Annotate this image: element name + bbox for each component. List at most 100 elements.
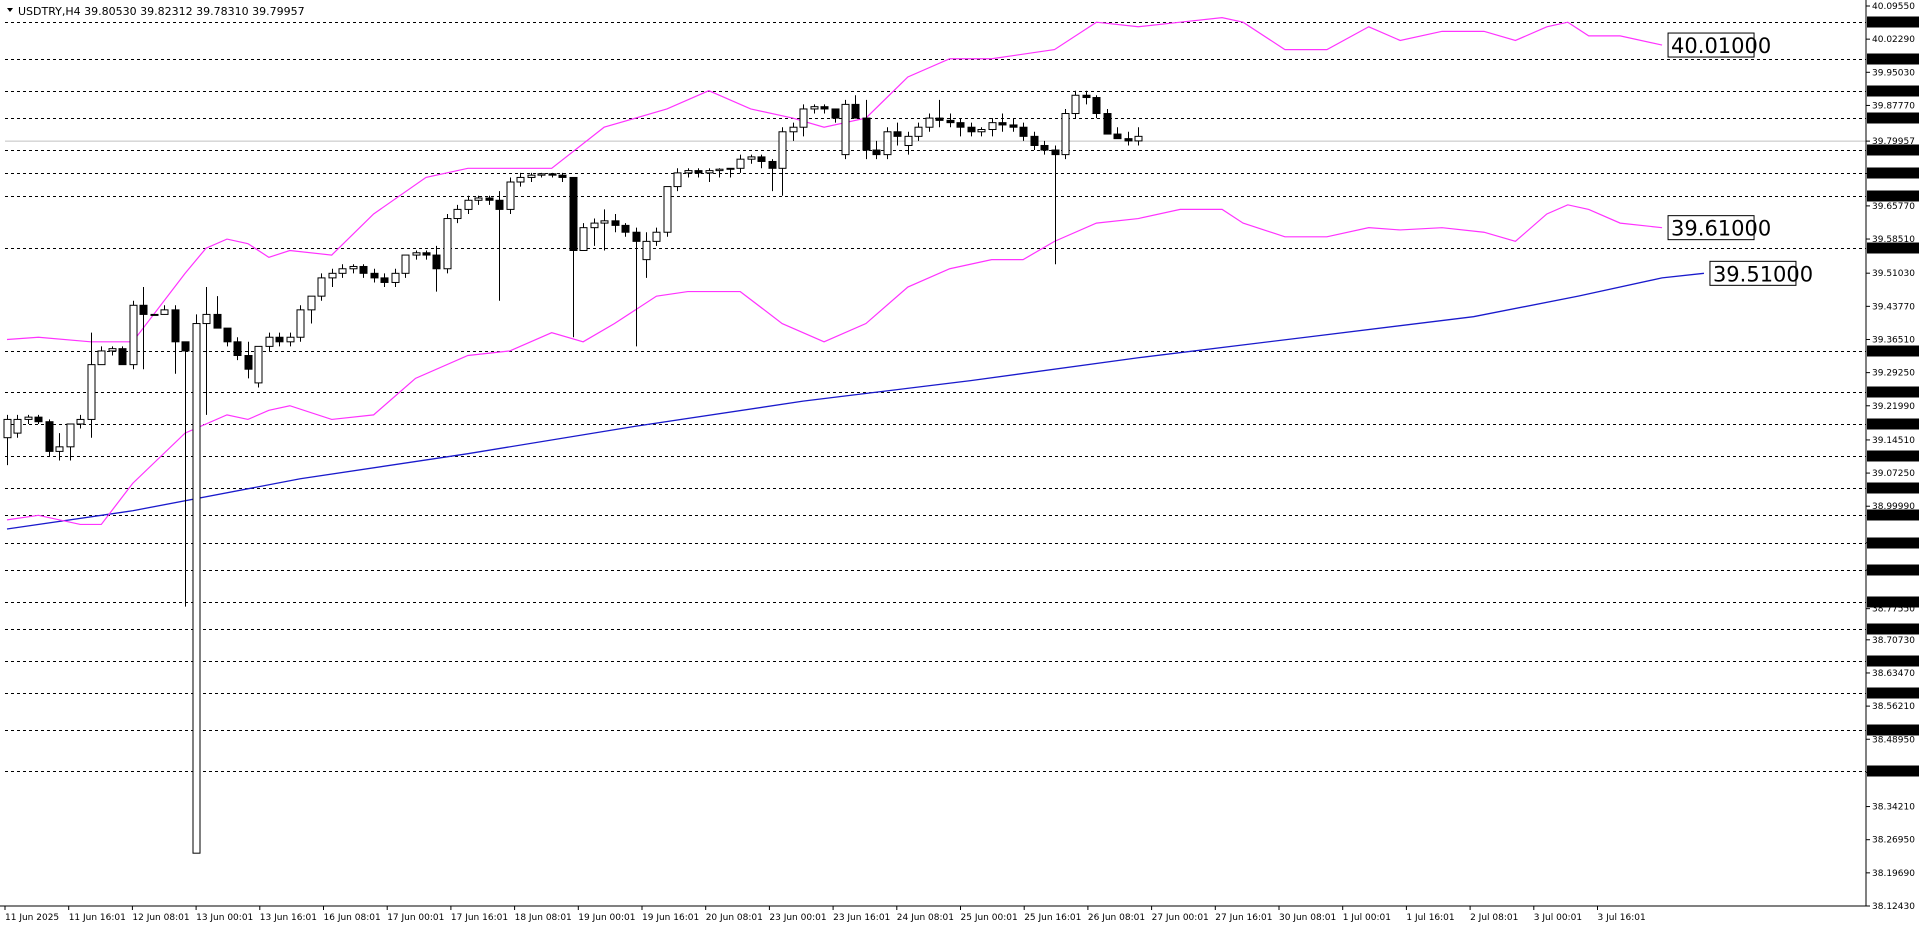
candle[interactable] — [558, 172, 567, 183]
candle[interactable] — [233, 337, 242, 361]
candle[interactable] — [380, 273, 389, 288]
candle[interactable] — [370, 268, 379, 283]
candle[interactable] — [181, 341, 190, 607]
candle[interactable] — [202, 287, 211, 415]
candle[interactable] — [946, 113, 955, 128]
candle[interactable] — [171, 305, 180, 374]
candle[interactable] — [569, 176, 578, 338]
candle[interactable] — [412, 250, 421, 260]
candle[interactable] — [914, 122, 923, 141]
candle[interactable] — [1061, 108, 1070, 160]
candle[interactable] — [621, 223, 630, 237]
candle[interactable] — [87, 332, 96, 438]
candles[interactable] — [3, 90, 1143, 854]
candle[interactable] — [684, 168, 693, 178]
candle[interactable] — [893, 122, 902, 146]
candle[interactable] — [464, 195, 473, 214]
candle[interactable] — [537, 172, 546, 178]
candle[interactable] — [935, 99, 944, 128]
candle[interactable] — [967, 122, 976, 137]
candle[interactable] — [663, 186, 672, 237]
candle[interactable] — [736, 154, 745, 173]
candle[interactable] — [244, 341, 253, 379]
candle[interactable] — [652, 227, 661, 246]
candle[interactable] — [789, 122, 798, 141]
candle[interactable] — [453, 204, 462, 224]
candle[interactable] — [317, 273, 326, 301]
candle[interactable] — [726, 167, 735, 178]
candle[interactable] — [925, 113, 934, 132]
candle[interactable] — [820, 104, 829, 114]
candle[interactable] — [286, 332, 295, 347]
candle[interactable] — [1082, 90, 1091, 105]
candle[interactable] — [579, 223, 588, 251]
candle[interactable] — [422, 250, 431, 260]
candle[interactable] — [590, 218, 599, 246]
candle[interactable] — [495, 191, 504, 301]
candle[interactable] — [192, 314, 201, 854]
candle[interactable] — [851, 95, 860, 119]
candle[interactable] — [275, 332, 284, 347]
candle[interactable] — [3, 414, 12, 466]
candle[interactable] — [516, 172, 525, 187]
candle[interactable] — [862, 99, 871, 160]
candle[interactable] — [76, 414, 85, 429]
candle[interactable] — [1040, 140, 1049, 155]
candle[interactable] — [254, 345, 263, 388]
candle[interactable] — [1103, 108, 1112, 135]
candle[interactable] — [1134, 127, 1143, 146]
candle[interactable] — [13, 414, 22, 438]
candle[interactable] — [160, 305, 169, 315]
candle[interactable] — [265, 332, 274, 351]
candle[interactable] — [977, 127, 986, 137]
candle[interactable] — [998, 113, 1007, 132]
candle[interactable] — [810, 104, 819, 114]
candle[interactable] — [349, 264, 358, 274]
candle[interactable] — [139, 287, 148, 370]
candle[interactable] — [401, 254, 410, 278]
candle[interactable] — [359, 264, 368, 278]
candle[interactable] — [872, 140, 881, 160]
candle[interactable] — [904, 131, 913, 155]
candle[interactable] — [642, 232, 651, 278]
candle[interactable] — [24, 414, 33, 424]
candle[interactable] — [956, 118, 965, 137]
candle[interactable] — [296, 305, 305, 342]
candle[interactable] — [527, 172, 536, 183]
candle[interactable] — [831, 108, 840, 123]
candle[interactable] — [55, 433, 64, 461]
candle[interactable] — [223, 327, 232, 347]
candle[interactable] — [338, 264, 347, 278]
candle[interactable] — [432, 245, 441, 292]
candle[interactable] — [548, 172, 557, 178]
candle[interactable] — [757, 154, 766, 169]
candle[interactable] — [799, 104, 808, 137]
candle[interactable] — [307, 295, 316, 324]
candle[interactable] — [506, 177, 515, 214]
candle[interactable] — [391, 268, 400, 288]
candle[interactable] — [768, 159, 777, 192]
candle[interactable] — [1051, 145, 1060, 265]
candle[interactable] — [988, 118, 997, 137]
candle[interactable] — [443, 213, 452, 274]
candle[interactable] — [705, 168, 714, 183]
candle[interactable] — [841, 99, 850, 160]
candle[interactable] — [34, 414, 43, 424]
candle[interactable] — [328, 268, 337, 288]
candle[interactable] — [600, 209, 609, 251]
candle[interactable] — [118, 346, 127, 366]
candle[interactable] — [747, 154, 756, 164]
candle[interactable] — [673, 168, 682, 192]
candle[interactable] — [1019, 122, 1028, 141]
candle[interactable] — [1124, 131, 1133, 146]
candle[interactable] — [778, 127, 787, 196]
candle[interactable] — [150, 313, 159, 316]
candle[interactable] — [1113, 127, 1122, 140]
candle[interactable] — [108, 346, 117, 356]
candle[interactable] — [485, 195, 494, 205]
candle[interactable] — [1009, 118, 1018, 132]
symbol-dropdown-icon[interactable] — [7, 8, 13, 12]
candle[interactable] — [632, 227, 641, 347]
